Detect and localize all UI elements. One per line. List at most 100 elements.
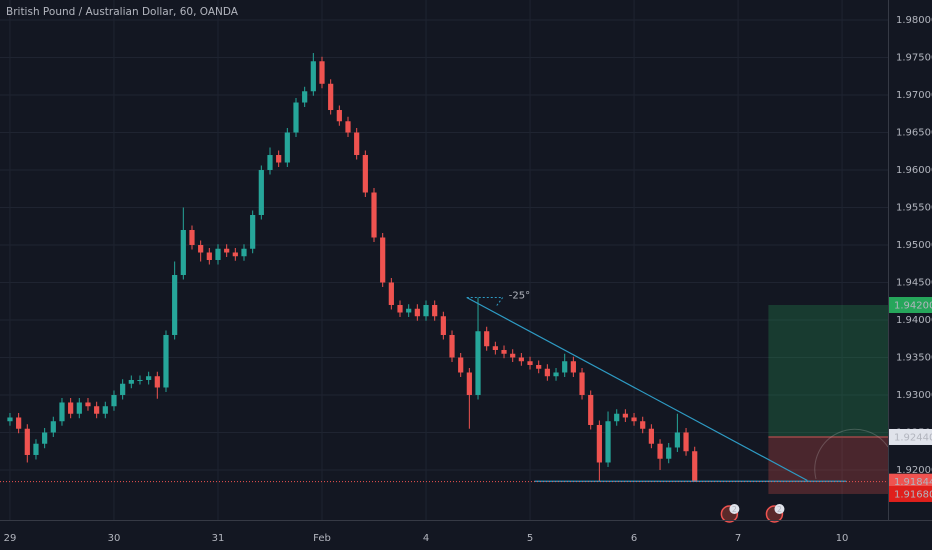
candle-body	[536, 364, 542, 369]
candle-body	[16, 417, 22, 429]
angle-guide	[466, 296, 504, 306]
axes: 1.920001.925001.930001.935001.940001.945…	[4, 15, 932, 544]
y-tick-label: 1.92000	[896, 465, 932, 476]
candle-body	[154, 376, 160, 388]
event-badge	[774, 504, 785, 514]
candle-body	[302, 91, 308, 103]
candle-body	[674, 432, 680, 448]
target-label-box	[889, 296, 932, 313]
loss-zone	[768, 436, 888, 494]
candle-body	[189, 230, 195, 246]
x-tick-label: 29	[4, 533, 17, 544]
entry-label-box	[889, 428, 932, 445]
candle-body	[24, 428, 30, 455]
stop-label: 1.91680	[894, 489, 932, 500]
candle-body	[614, 413, 620, 422]
y-tick-label: 1.93000	[896, 390, 932, 401]
angle-label: -25°	[509, 290, 530, 301]
y-tick-label: 1.98000	[896, 15, 932, 26]
candle-body	[510, 353, 516, 358]
candle-body	[120, 383, 126, 395]
last-price-label-box	[889, 473, 932, 490]
trendline	[466, 296, 808, 482]
candle-body	[42, 432, 48, 444]
candle-body	[622, 413, 628, 418]
y-tick-label: 1.97000	[896, 90, 932, 101]
candle-body	[128, 379, 134, 384]
candle-body	[163, 334, 169, 388]
candle-body	[232, 252, 238, 257]
x-tick-label: 31	[212, 533, 225, 544]
candle-body	[414, 308, 420, 317]
candle-body	[146, 376, 152, 380]
candle-body	[94, 406, 100, 414]
chart-title: British Pound / Australian Dollar, 60, O…	[6, 6, 239, 18]
x-tick-label: 5	[527, 533, 533, 544]
candle-body	[111, 394, 117, 407]
x-tick-label: Feb	[313, 533, 331, 544]
candle-body	[284, 132, 290, 163]
plot: -25° 2 2	[0, 53, 889, 523]
y-tick-label: 1.96000	[896, 165, 932, 176]
candle-body	[406, 308, 412, 313]
candle-body	[206, 252, 212, 260]
candle-body	[241, 248, 247, 257]
candle-body	[310, 61, 316, 92]
y-tick-label: 1.94000	[896, 315, 932, 326]
candle-body	[102, 406, 108, 414]
candle-body	[579, 372, 585, 395]
target-label: 1.94200	[894, 300, 932, 311]
candle-body	[683, 432, 689, 452]
event-count: 2	[777, 505, 782, 514]
candle-body	[336, 110, 342, 122]
candle-body	[68, 402, 74, 414]
candle-body	[562, 361, 568, 373]
x-tick-label: 6	[631, 533, 637, 544]
candle-body	[432, 304, 438, 317]
candle-body	[440, 316, 446, 335]
candle-body	[250, 215, 256, 249]
candle-body	[475, 331, 481, 395]
arc-marker	[814, 428, 889, 480]
x-tick-label: 30	[108, 533, 121, 544]
candle-body	[596, 424, 602, 463]
y-tick-label: 1.96500	[896, 128, 932, 139]
candle-body	[137, 379, 143, 381]
y-tick-label: 1.94500	[896, 277, 932, 288]
candle-body	[76, 402, 82, 414]
candle-body	[7, 417, 13, 422]
y-tick-label: 1.95500	[896, 203, 932, 214]
candle-body	[371, 192, 377, 238]
candle-body	[397, 304, 403, 313]
candle-body	[544, 368, 550, 377]
candle-body	[518, 357, 524, 362]
candle-body	[492, 346, 498, 350]
candle-body	[50, 421, 56, 433]
candle-body	[276, 155, 282, 163]
event-count: 2	[732, 505, 737, 514]
entry-label: 1.92440	[894, 432, 932, 443]
candle-body	[224, 248, 230, 253]
profit-zone	[768, 304, 888, 437]
candle-body	[319, 61, 325, 84]
candle-body	[527, 361, 533, 365]
candle-body	[570, 361, 576, 373]
event-badge	[729, 504, 740, 514]
candle-body	[648, 428, 654, 444]
candle-body	[484, 331, 490, 347]
last-price-label: 1.91844	[894, 477, 932, 488]
candle-body	[449, 334, 455, 358]
x-tick-label: 7	[735, 533, 741, 544]
candle-body	[59, 402, 65, 422]
y-tick-label: 1.95000	[896, 240, 932, 251]
candle-body	[85, 402, 91, 407]
candle-body	[198, 245, 204, 253]
candle-body	[362, 155, 368, 193]
stop-label-box	[889, 485, 932, 502]
candle-body	[258, 170, 264, 216]
x-tick-label: 10	[836, 533, 849, 544]
candle-body	[458, 357, 464, 373]
candle-body	[666, 447, 672, 459]
candle-body	[180, 230, 186, 275]
